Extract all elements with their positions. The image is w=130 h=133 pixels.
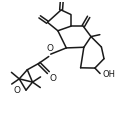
Text: O: O [50, 74, 57, 83]
Text: O: O [47, 44, 54, 53]
Text: O: O [14, 86, 21, 95]
Text: OH: OH [103, 70, 116, 79]
